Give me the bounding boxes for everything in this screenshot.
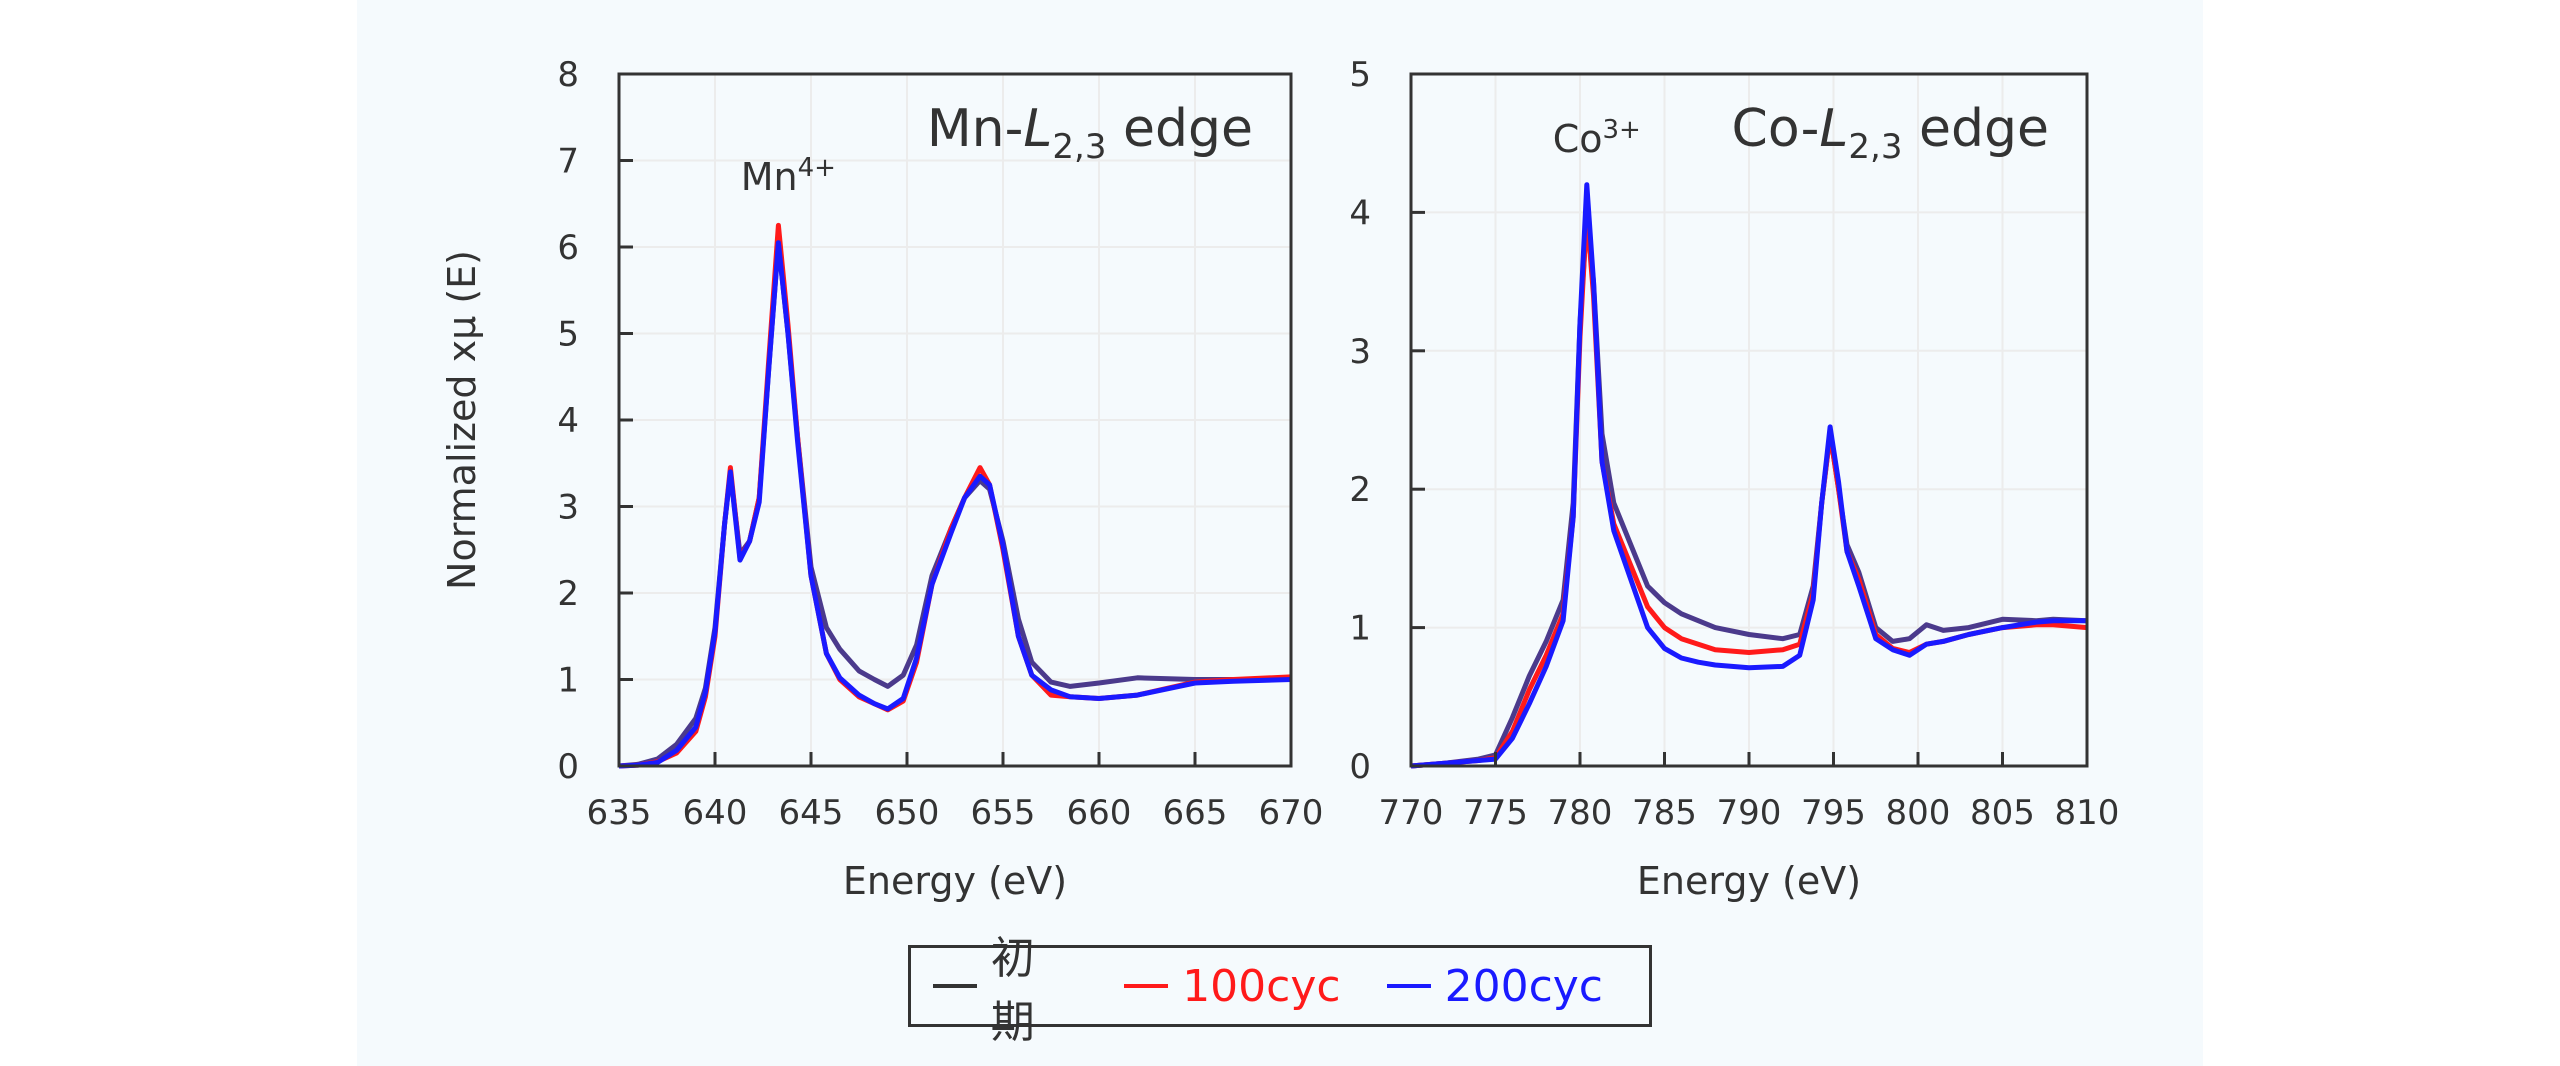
series-line-initial	[1410, 216, 2088, 769]
y-tick-label: 0	[1349, 747, 1371, 787]
y-axis-title: Normalized xμ (E)	[440, 250, 484, 590]
series-line-200cyc	[618, 240, 1292, 769]
mn-edge-plot: 635 640 645 650 655 660 665 670 0 1 2 3 4 5 6 7 8 Energy …	[557, 55, 1323, 903]
y-tick-label: 8	[557, 55, 579, 95]
x-tick-label: 635	[587, 793, 652, 833]
x-axis-title: Energy (eV)	[843, 859, 1067, 903]
x-tick-label: 795	[1801, 793, 1866, 833]
x-tick-label: 790	[1717, 793, 1782, 833]
edge-title: Mn-L2,3 edge	[927, 99, 1253, 167]
figure-background	[357, 0, 2203, 1066]
x-tick-label: 650	[875, 793, 940, 833]
x-tick-label: 805	[1970, 793, 2035, 833]
y-tick-label: 1	[1349, 609, 1371, 649]
legend-item-200cyc: 200cyc	[1386, 960, 1603, 1012]
legend-swatch-200cyc	[1386, 984, 1431, 988]
y-tick-label: 4	[1349, 193, 1371, 233]
co-edge-plot: 770 775 780 785 790 795 800 805 810 0 1 2 3 4 5 Energy …	[1349, 55, 2119, 903]
y-tick-label: 3	[557, 488, 579, 528]
legend-swatch-initial	[933, 984, 977, 988]
x-tick-label: 645	[779, 793, 844, 833]
legend-label-initial: 初期	[990, 933, 1035, 1048]
legend-label-200cyc: 200cyc	[1444, 960, 1603, 1012]
oxidation-state-label: Co3+	[1553, 115, 1641, 161]
oxidation-state-label: Mn4+	[741, 153, 836, 199]
y-tick-label: 4	[557, 401, 579, 441]
y-tick-label: 2	[557, 574, 579, 614]
x-axis-title: Energy (eV)	[1637, 859, 1861, 903]
x-tick-label: 775	[1463, 793, 1528, 833]
series-line-initial	[618, 240, 1291, 769]
x-tick-label: 810	[2055, 793, 2120, 833]
y-tick-label: 1	[557, 661, 579, 701]
edge-title: Co-L2,3 edge	[1732, 99, 2049, 167]
x-tick-label: 640	[683, 793, 748, 833]
y-tick-label: 2	[1349, 470, 1371, 510]
series-line-200cyc	[1410, 182, 2087, 769]
y-tick-label: 3	[1349, 332, 1371, 372]
x-tick-label: 785	[1632, 793, 1697, 833]
y-tick-label: 7	[557, 142, 579, 182]
x-tick-label: 800	[1886, 793, 1951, 833]
y-tick-label: 6	[557, 228, 579, 268]
legend-label-100cyc: 100cyc	[1182, 960, 1341, 1012]
legend: 初期 100cyc 200cyc	[908, 933, 1652, 1048]
x-tick-label: 670	[1259, 793, 1324, 833]
legend-item-initial: 初期	[933, 922, 1078, 1050]
y-tick-label: 5	[1349, 55, 1371, 95]
legend-swatch-100cyc	[1124, 984, 1169, 988]
legend-item-100cyc: 100cyc	[1124, 960, 1341, 1012]
x-tick-label: 780	[1548, 793, 1613, 833]
x-tick-label: 660	[1067, 793, 1132, 833]
y-tick-label: 0	[557, 747, 579, 787]
x-tick-label: 655	[971, 793, 1036, 833]
x-tick-label: 665	[1163, 793, 1228, 833]
x-tick-label: 770	[1379, 793, 1444, 833]
y-tick-label: 5	[557, 315, 579, 355]
